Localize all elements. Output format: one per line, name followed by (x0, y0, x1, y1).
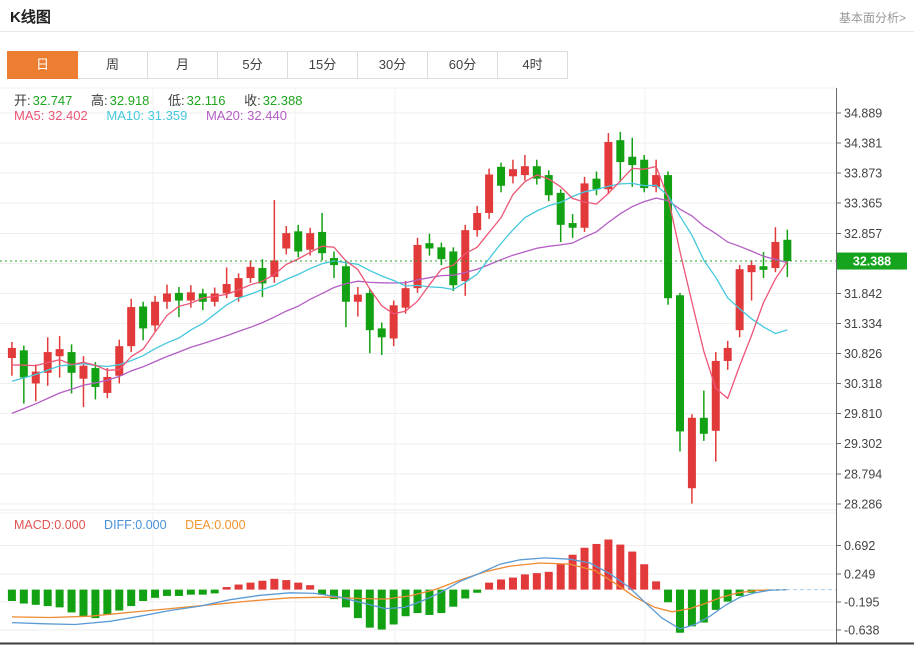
y-axis-label: 28.286 (844, 497, 882, 511)
ma20-label: MA20: (205, 108, 244, 123)
y-axis-label: 30.318 (844, 377, 882, 391)
header: K线图 基本面分析> (0, 0, 914, 32)
tab-month[interactable]: 月 (147, 51, 218, 79)
close-value: 32.388 (262, 93, 303, 108)
ma5-label: MA5: (14, 108, 45, 123)
low-label: 低: (168, 93, 185, 108)
y-axis-label: -0.638 (844, 624, 879, 638)
ma20-value: 32.440 (247, 108, 287, 123)
page-title: K线图 (10, 9, 51, 26)
y-axis-label: 0.692 (844, 539, 875, 553)
ma10-label: MA10: (106, 108, 144, 123)
high-value: 32.918 (109, 93, 150, 108)
gridlines (0, 87, 836, 643)
current-price-tag: 32.388 (837, 252, 907, 270)
open-value: 32.747 (32, 93, 73, 108)
tab-15min[interactable]: 15分 (287, 51, 358, 79)
close-label: 收: (244, 93, 261, 108)
y-axis-label: 29.810 (844, 407, 882, 421)
y-axis-label: 30.826 (844, 347, 882, 361)
candles (7, 131, 792, 504)
y-axis-label: 31.334 (844, 317, 882, 331)
open-label: 开: (14, 93, 31, 108)
y-axis-label: 31.842 (844, 287, 882, 301)
y-axis-label: 29.302 (844, 437, 882, 451)
tab-30min[interactable]: 30分 (357, 51, 428, 79)
diff-label: DIFF: (104, 518, 136, 532)
y-axis-label: 0.249 (844, 567, 875, 581)
tab-day[interactable]: 日 (7, 51, 78, 79)
y-axis-label: 33.365 (844, 197, 882, 211)
current-price-value: 32.388 (853, 255, 891, 269)
macd-legend: MACD:0.000 DIFF:0.000 DEA:0.000 (14, 518, 261, 532)
y-axis-label: 32.857 (844, 227, 882, 241)
high-label: 高: (91, 93, 108, 108)
y-axis-label: 34.889 (844, 107, 882, 121)
tab-4hour[interactable]: 4时 (497, 51, 568, 79)
y-axis-label: 28.794 (844, 467, 882, 481)
macd-value: 0.000 (54, 518, 86, 532)
y-axis-label: -0.195 (844, 595, 879, 609)
diff-line (11, 557, 788, 630)
ohlc-legend: 开: 32.747 高: 32.918 低: 32.116 收: 32.388 (14, 90, 317, 109)
dea-label: DEA: (185, 518, 215, 532)
fundamental-analysis-link[interactable]: 基本面分析> (838, 11, 906, 25)
ma10-line (11, 182, 788, 382)
low-value: 32.116 (186, 93, 226, 108)
period-tabbar: 日 周 月 5分 15分 30分 60分 4时 (7, 51, 568, 79)
ma5-value: 32.402 (47, 108, 88, 123)
tab-60min[interactable]: 60分 (427, 51, 498, 79)
ma-legend: MA5: 32.402 MA10: 31.359 MA20: 32.440 (14, 108, 302, 123)
price-axis: 34.889 34.381 33.873 33.365 32.857 31.842 31.3… (0, 88, 914, 645)
ma-lines (11, 165, 788, 415)
tab-week[interactable]: 周 (77, 51, 148, 79)
y-axis-label: 33.873 (844, 167, 882, 181)
macd-label: MACD: (14, 518, 55, 532)
ma5-line (11, 165, 788, 400)
tab-5min[interactable]: 5分 (217, 51, 288, 79)
diff-value: 0.000 (135, 518, 167, 532)
ma10-value: 31.359 (147, 108, 188, 123)
y-axis-label: 34.381 (844, 137, 882, 151)
dea-value: 0.000 (214, 518, 246, 532)
